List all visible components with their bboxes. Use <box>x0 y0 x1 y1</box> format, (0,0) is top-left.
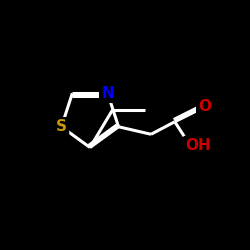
Text: S: S <box>56 119 67 134</box>
Text: OH: OH <box>185 138 211 153</box>
Text: N: N <box>101 86 114 101</box>
Text: O: O <box>198 99 211 114</box>
